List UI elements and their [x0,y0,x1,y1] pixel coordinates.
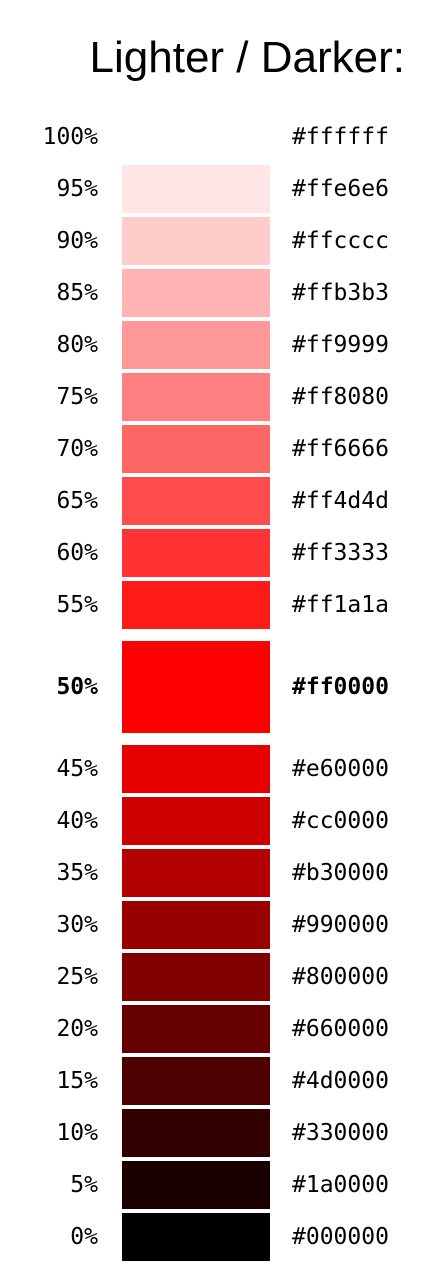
shade-percent: 15% [56,1068,98,1094]
shade-percent: 30% [56,912,98,938]
shade-row: 0% #000000 [0,1213,440,1261]
shade-row: 55% #ff1a1a [0,581,440,629]
shade-percent: 0% [70,1224,98,1250]
shade-hex-code: #ff9999 [292,332,389,358]
color-swatch [122,1057,270,1105]
shade-hex-code: #cc0000 [292,808,389,834]
shade-percent: 45% [56,756,98,782]
shade-hex-code: #ffb3b3 [292,280,389,306]
shade-row: 40% #cc0000 [0,797,440,845]
shade-percent: 60% [56,540,98,566]
color-swatch [122,321,270,369]
shade-percent: 70% [56,436,98,462]
shade-row: 25% #800000 [0,953,440,1001]
shade-hex-code: #000000 [292,1224,389,1250]
shade-hex-code: #ffcccc [292,228,389,254]
color-swatch [122,269,270,317]
color-swatch [122,1213,270,1261]
shade-row: 45% #e60000 [0,745,440,793]
shade-percent: 10% [56,1120,98,1146]
shade-percent: 65% [56,488,98,514]
shade-percent: 90% [56,228,98,254]
shade-row: 85% #ffb3b3 [0,269,440,317]
color-swatch [122,373,270,421]
shade-percent: 5% [70,1172,98,1198]
shade-row: 95% #ffe6e6 [0,165,440,213]
color-swatch [122,529,270,577]
shade-percent: 100% [42,124,98,150]
shade-row: 70% #ff6666 [0,425,440,473]
color-swatch [122,901,270,949]
shade-percent: 85% [56,280,98,306]
shade-percent: 40% [56,808,98,834]
shade-hex-code: #ff6666 [292,436,389,462]
shade-hex-code: #b30000 [292,860,389,886]
shade-hex-code: #330000 [292,1120,389,1146]
shade-hex-code: #ff8080 [292,384,389,410]
shade-row: 50% #ff0000 [0,641,440,733]
shade-row: 20% #660000 [0,1005,440,1053]
shade-percent: 95% [56,176,98,202]
shade-hex-code: #ff3333 [292,540,389,566]
shade-hex-code: #990000 [292,912,389,938]
color-swatch [122,477,270,525]
shade-hex-code: #4d0000 [292,1068,389,1094]
color-swatch [122,1161,270,1209]
color-swatch [122,217,270,265]
color-swatch [122,1005,270,1053]
shade-row: 90% #ffcccc [0,217,440,265]
shade-percent: 50% [56,674,98,700]
shade-row: 5% #1a0000 [0,1161,440,1209]
color-swatch [122,581,270,629]
color-swatch [122,797,270,845]
shade-row: 80% #ff9999 [0,321,440,369]
color-swatch [122,1109,270,1157]
shade-hex-code: #ff0000 [292,674,389,700]
shade-row: 100% #ffffff [0,113,440,161]
shade-hex-code: #ff4d4d [292,488,389,514]
shade-hex-code: #e60000 [292,756,389,782]
shade-percent: 75% [56,384,98,410]
shade-percent: 20% [56,1016,98,1042]
shade-hex-code: #800000 [292,964,389,990]
shade-row: 10% #330000 [0,1109,440,1157]
shade-percent: 35% [56,860,98,886]
page-title: Lighter / Darker: [89,33,405,82]
color-swatch [122,953,270,1001]
shade-row: 35% #b30000 [0,849,440,897]
shade-row: 75% #ff8080 [0,373,440,421]
shade-row: 30% #990000 [0,901,440,949]
shade-hex-code: #660000 [292,1016,389,1042]
shade-percent: 80% [56,332,98,358]
shade-percent: 55% [56,592,98,618]
shade-hex-code: #ffe6e6 [292,176,389,202]
color-swatch [122,641,270,733]
shade-hex-code: #1a0000 [292,1172,389,1198]
color-swatch [122,849,270,897]
shade-row: 65% #ff4d4d [0,477,440,525]
shade-hex-code: #ff1a1a [292,592,389,618]
shade-hex-code: #ffffff [292,124,389,150]
color-swatch [122,165,270,213]
color-swatch [122,425,270,473]
shade-row: 60% #ff3333 [0,529,440,577]
shade-percent: 25% [56,964,98,990]
color-swatch [122,745,270,793]
shade-row: 15% #4d0000 [0,1057,440,1105]
